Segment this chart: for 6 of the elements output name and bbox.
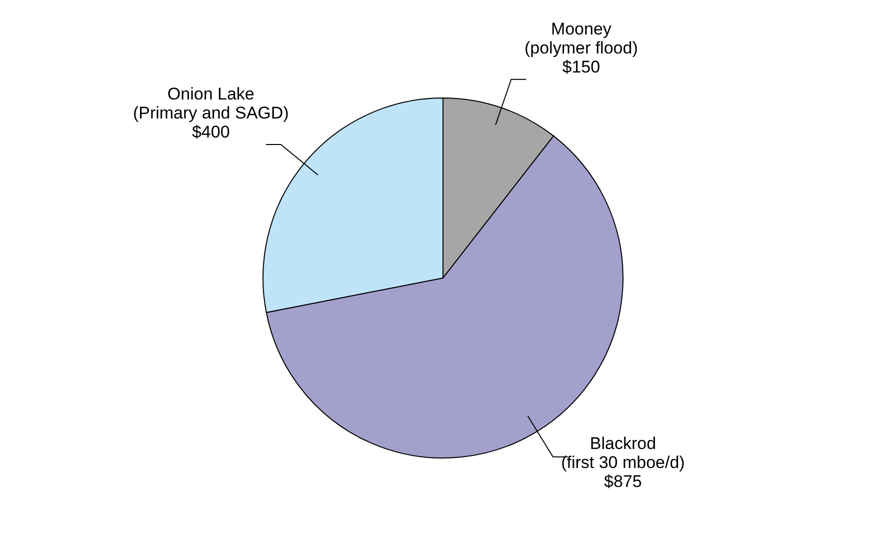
data-label: $875 — [604, 472, 642, 491]
data-label: $150 — [562, 57, 600, 76]
slice-label: Mooney (polymer flood) — [524, 19, 638, 58]
data-label: $400 — [192, 122, 230, 142]
slice-label: Blackrod (first 30 mboe/d) — [561, 434, 685, 472]
slice-label: Onion Lake (Primary and SAGD) — [132, 84, 289, 122]
